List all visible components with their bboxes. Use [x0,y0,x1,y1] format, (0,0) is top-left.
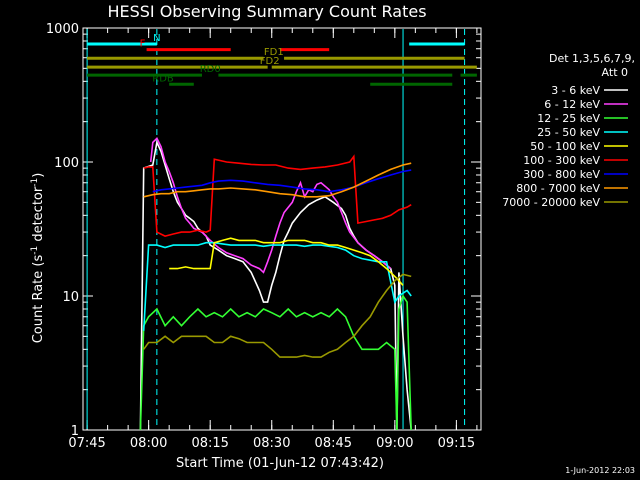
legend-label: 7000 - 20000 keV [502,196,600,209]
series-line [143,273,412,358]
x-tick-label: 08:45 [315,436,352,451]
legend-title-line1: Det 1,3,5,6,7,9, [549,52,635,65]
series-line [152,169,412,193]
state-bar-label: FD1 [264,47,284,58]
legend-label: 50 - 100 keV [530,140,600,153]
x-tick-label: 09:00 [376,436,413,451]
series-line [169,237,404,286]
y-tick-label: 100 [54,156,79,171]
legend-label: 6 - 12 keV [544,98,600,111]
legend-label: 100 - 300 keV [523,154,600,167]
state-bar-label: RD0 [200,64,221,75]
x-tick-label: 09:15 [438,436,475,451]
y-axis-label-sup2: -1 [30,178,40,187]
state-bar-label: F [140,39,146,50]
y-axis-label-mid: detector [31,186,46,246]
y-tick-label: 1000 [46,22,79,37]
y-axis-label-post: ) [31,173,46,178]
footer-date: 1-Jun-2012 22:03 [565,466,635,475]
y-tick-label: 1 [71,424,79,439]
legend-label: 12 - 25 keV [537,112,600,125]
state-bar-label: FD2 [260,56,280,67]
x-axis-label: Start Time (01-Jun-12 07:43:42) [176,456,384,471]
y-axis-label: Count Rate (s-1 detector-1) [30,173,46,344]
x-tick-label: 08:15 [191,436,228,451]
y-axis-label-sup1: -1 [30,246,40,255]
x-tick-label: 07:45 [68,436,105,451]
x-tick-label: 08:30 [253,436,290,451]
axis-frame [82,27,482,431]
chart-title: HESSI Observing Summary Count Rates [107,2,426,21]
legend-title-line2: Att 0 [602,66,628,79]
x-tick-label: 08:00 [130,436,167,451]
legend-label: 3 - 6 keV [551,84,600,97]
series-line [142,241,412,331]
y-tick-label: 10 [62,290,79,305]
y-axis-label-pre: Count Rate (s [31,255,46,344]
series-line [143,162,412,198]
legend-label: 800 - 7000 keV [516,182,600,195]
state-bar-label: N [153,33,160,44]
state-bar-label: RDB [152,73,174,84]
legend-label: 25 - 50 keV [537,126,600,139]
series-line [143,154,412,237]
plot-area: 1 10 100 1000 07:45 08:00 08:15 08:30 08:45 09:00… [46,22,482,451]
legend-label: 300 - 800 keV [523,168,600,181]
series-line [139,294,412,431]
